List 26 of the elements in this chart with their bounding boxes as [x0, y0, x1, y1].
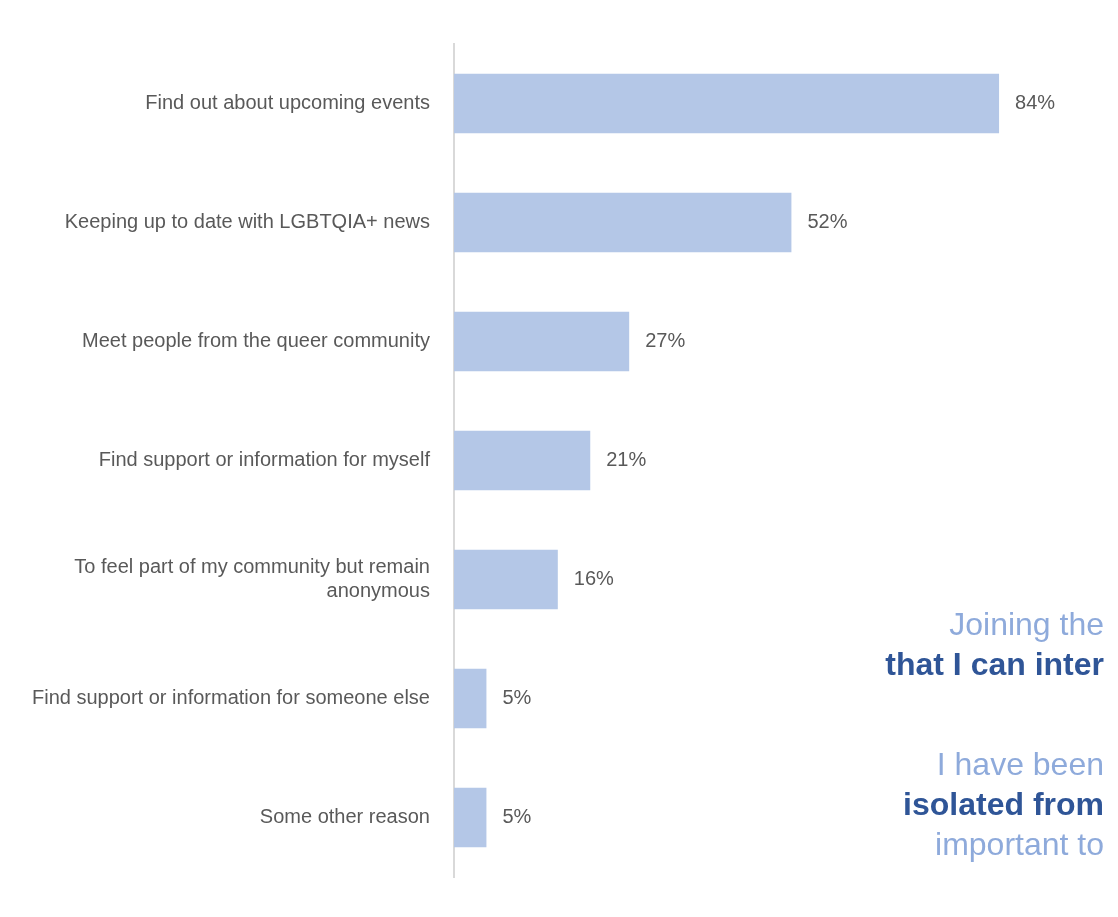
bar — [453, 549, 558, 610]
annotation: isolated from — [902, 785, 1104, 824]
y-tick-label: To feel part of my community but remain anonymous — [74, 555, 430, 602]
bar — [453, 430, 591, 491]
annotation: important to — [934, 825, 1104, 864]
y-tick-label: Find support or information for someone else — [31, 686, 430, 709]
bar — [453, 192, 792, 253]
data-label: 5% — [502, 686, 532, 709]
annotation: that I can inter — [884, 645, 1104, 684]
data-label: 16% — [573, 567, 615, 590]
data-label: 21% — [606, 448, 647, 471]
bar — [453, 311, 630, 372]
bar — [453, 787, 487, 848]
y-tick-label: Keeping up to date with LGBTQIA+ news — [64, 210, 430, 233]
annotation: Joining the — [948, 605, 1104, 644]
y-tick-label: Meet people from the queer community — [82, 329, 430, 352]
y-tick-label: Some other reason — [259, 805, 430, 828]
y-tick-label: Find support or information for myself — [98, 448, 431, 471]
data-label: 52% — [807, 210, 848, 233]
data-label: 5% — [502, 805, 532, 828]
annotation: I have been — [935, 745, 1104, 784]
data-label: 84% — [1015, 91, 1056, 114]
bar — [453, 73, 1000, 134]
bar — [453, 668, 487, 729]
y-tick-label: Find out about upcoming events — [145, 91, 430, 114]
data-label: 27% — [645, 329, 686, 352]
